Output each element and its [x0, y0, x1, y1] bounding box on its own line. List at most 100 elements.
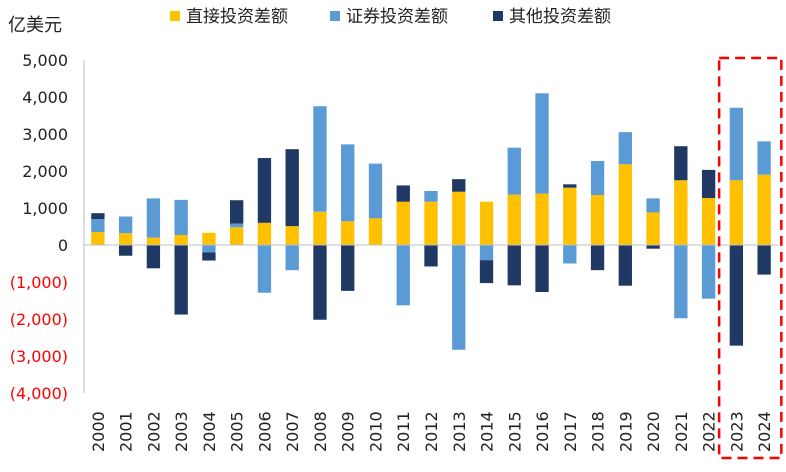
bar-0-2018 — [590, 195, 605, 245]
x-tick-label: 2009 — [339, 411, 358, 452]
y-tick-label: 3,000 — [22, 125, 68, 144]
bar-0-2002 — [146, 237, 161, 245]
bar-1-2010 — [368, 163, 383, 219]
bar-1-2022 — [701, 245, 716, 299]
x-tick-label: 2024 — [755, 411, 774, 452]
x-tick-label: 2015 — [505, 411, 524, 452]
bar-0-2007 — [285, 226, 299, 245]
bar-2-2019 — [618, 245, 632, 286]
bar-1-2019 — [618, 132, 632, 165]
bar-1-2024 — [757, 141, 771, 175]
bar-1-2021 — [674, 245, 688, 319]
bar-0-2006 — [257, 222, 272, 245]
bar-0-2009 — [341, 221, 355, 245]
bar-2-2004 — [202, 252, 216, 261]
bar-0-2014 — [479, 201, 494, 245]
bar-2-2011 — [396, 185, 410, 202]
bar-0-2020 — [646, 212, 660, 245]
bar-2-2015 — [507, 245, 521, 286]
y-tick-label: (1,000) — [10, 273, 68, 292]
unit-label: 亿美元 — [8, 15, 62, 36]
bar-1-2007 — [285, 245, 299, 271]
y-tick-label: (4,000) — [10, 384, 68, 403]
bar-1-2008 — [313, 106, 327, 212]
bar-1-2018 — [590, 161, 605, 196]
x-tick-label: 2019 — [616, 411, 635, 452]
bar-2-2006 — [257, 158, 272, 223]
bar-2-2018 — [590, 245, 605, 271]
bar-1-2003 — [174, 199, 188, 236]
bars — [91, 93, 771, 350]
legend-label-0: 直接投资差额 — [186, 7, 288, 27]
y-tick-label: (3,000) — [10, 347, 68, 366]
x-tick-label: 2012 — [422, 411, 441, 452]
legend-label-1: 证券投资差额 — [346, 7, 448, 27]
bar-0-2005 — [230, 227, 244, 245]
bar-1-2004 — [202, 245, 216, 253]
bar-2-2023 — [729, 245, 744, 346]
bar-1-2000 — [91, 219, 105, 233]
y-tick-label: (2,000) — [10, 310, 68, 329]
legend-swatch-2 — [493, 11, 503, 21]
bar-1-2012 — [424, 190, 438, 202]
bar-0-2012 — [424, 201, 438, 245]
bar-0-2013 — [452, 191, 466, 245]
bar-0-2011 — [396, 201, 410, 245]
x-tick-label: 2011 — [394, 411, 413, 452]
x-tick-label: 2021 — [672, 411, 691, 452]
bar-0-2024 — [757, 174, 771, 245]
y-tick-label: 1,000 — [22, 199, 68, 218]
y-tick-label: 0 — [58, 236, 68, 255]
bar-0-2023 — [729, 180, 744, 245]
highlight-box — [717, 56, 783, 460]
bar-2-2012 — [424, 245, 438, 267]
bar-1-2006 — [257, 245, 272, 293]
bar-2-2021 — [674, 146, 688, 181]
x-tick-label: 2023 — [727, 411, 746, 452]
bar-2-2017 — [563, 184, 577, 188]
bar-2-2008 — [313, 245, 327, 320]
legend-swatch-0 — [170, 11, 180, 21]
y-tick-label: 2,000 — [22, 162, 68, 181]
bar-0-2017 — [563, 187, 577, 245]
bar-0-2001 — [118, 233, 133, 245]
x-tick-label: 2022 — [700, 411, 719, 452]
x-tick-label: 2004 — [200, 411, 219, 452]
x-axis: 2000 2001 2002 2003 2004 2005 2006 2007 2008 2009… — [84, 244, 778, 452]
legend-label-2: 其他投资差额 — [509, 7, 611, 27]
y-axis: 5,000 4,000 3,000 2,000 1,000 0 (1,000) (2,000)… — [10, 51, 85, 403]
bar-1-2020 — [646, 198, 660, 213]
bar-1-2002 — [146, 198, 161, 238]
bar-2-2000 — [91, 213, 105, 220]
legend: 直接投资差额 证券投资差额 其他投资差额 — [170, 7, 611, 27]
bar-2-2007 — [285, 149, 299, 227]
x-tick-label: 2013 — [450, 411, 469, 452]
bar-2-2009 — [341, 245, 355, 291]
bar-2-2002 — [146, 245, 161, 269]
x-tick-label: 2002 — [144, 411, 163, 452]
legend-swatch-1 — [330, 11, 340, 21]
x-tick-label: 2007 — [283, 411, 302, 452]
bar-2-2014 — [479, 260, 494, 284]
bar-0-2022 — [701, 198, 716, 245]
x-tick-label: 2010 — [366, 411, 385, 452]
bar-1-2001 — [118, 216, 133, 234]
bar-1-2013 — [452, 245, 466, 350]
bar-1-2011 — [396, 245, 410, 306]
bar-2-2003 — [174, 245, 188, 315]
bar-0-2003 — [174, 235, 188, 245]
x-tick-label: 2001 — [117, 411, 136, 452]
y-tick-label: 4,000 — [22, 88, 68, 107]
bar-1-2016 — [535, 93, 549, 194]
bar-2-2016 — [535, 245, 549, 292]
bar-0-2008 — [313, 211, 327, 245]
x-tick-label: 2020 — [644, 411, 663, 452]
bar-0-2016 — [535, 193, 549, 245]
bar-2-2024 — [757, 245, 771, 275]
bar-1-2017 — [563, 245, 577, 264]
x-tick-label: 2005 — [228, 411, 247, 452]
bar-0-2015 — [507, 194, 521, 245]
bar-0-2019 — [618, 164, 632, 245]
bar-2-2022 — [701, 169, 716, 199]
